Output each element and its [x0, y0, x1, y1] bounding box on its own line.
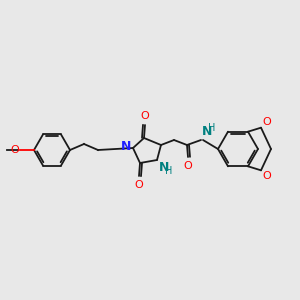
Text: N: N [202, 125, 212, 138]
Text: N: N [121, 140, 131, 154]
Text: O: O [10, 145, 19, 155]
Text: H: H [165, 166, 172, 176]
Text: O: O [141, 111, 149, 121]
Text: H: H [208, 123, 215, 133]
Text: O: O [262, 171, 271, 181]
Text: O: O [135, 180, 143, 190]
Text: O: O [262, 117, 271, 127]
Text: N: N [159, 161, 169, 174]
Text: O: O [184, 161, 192, 171]
